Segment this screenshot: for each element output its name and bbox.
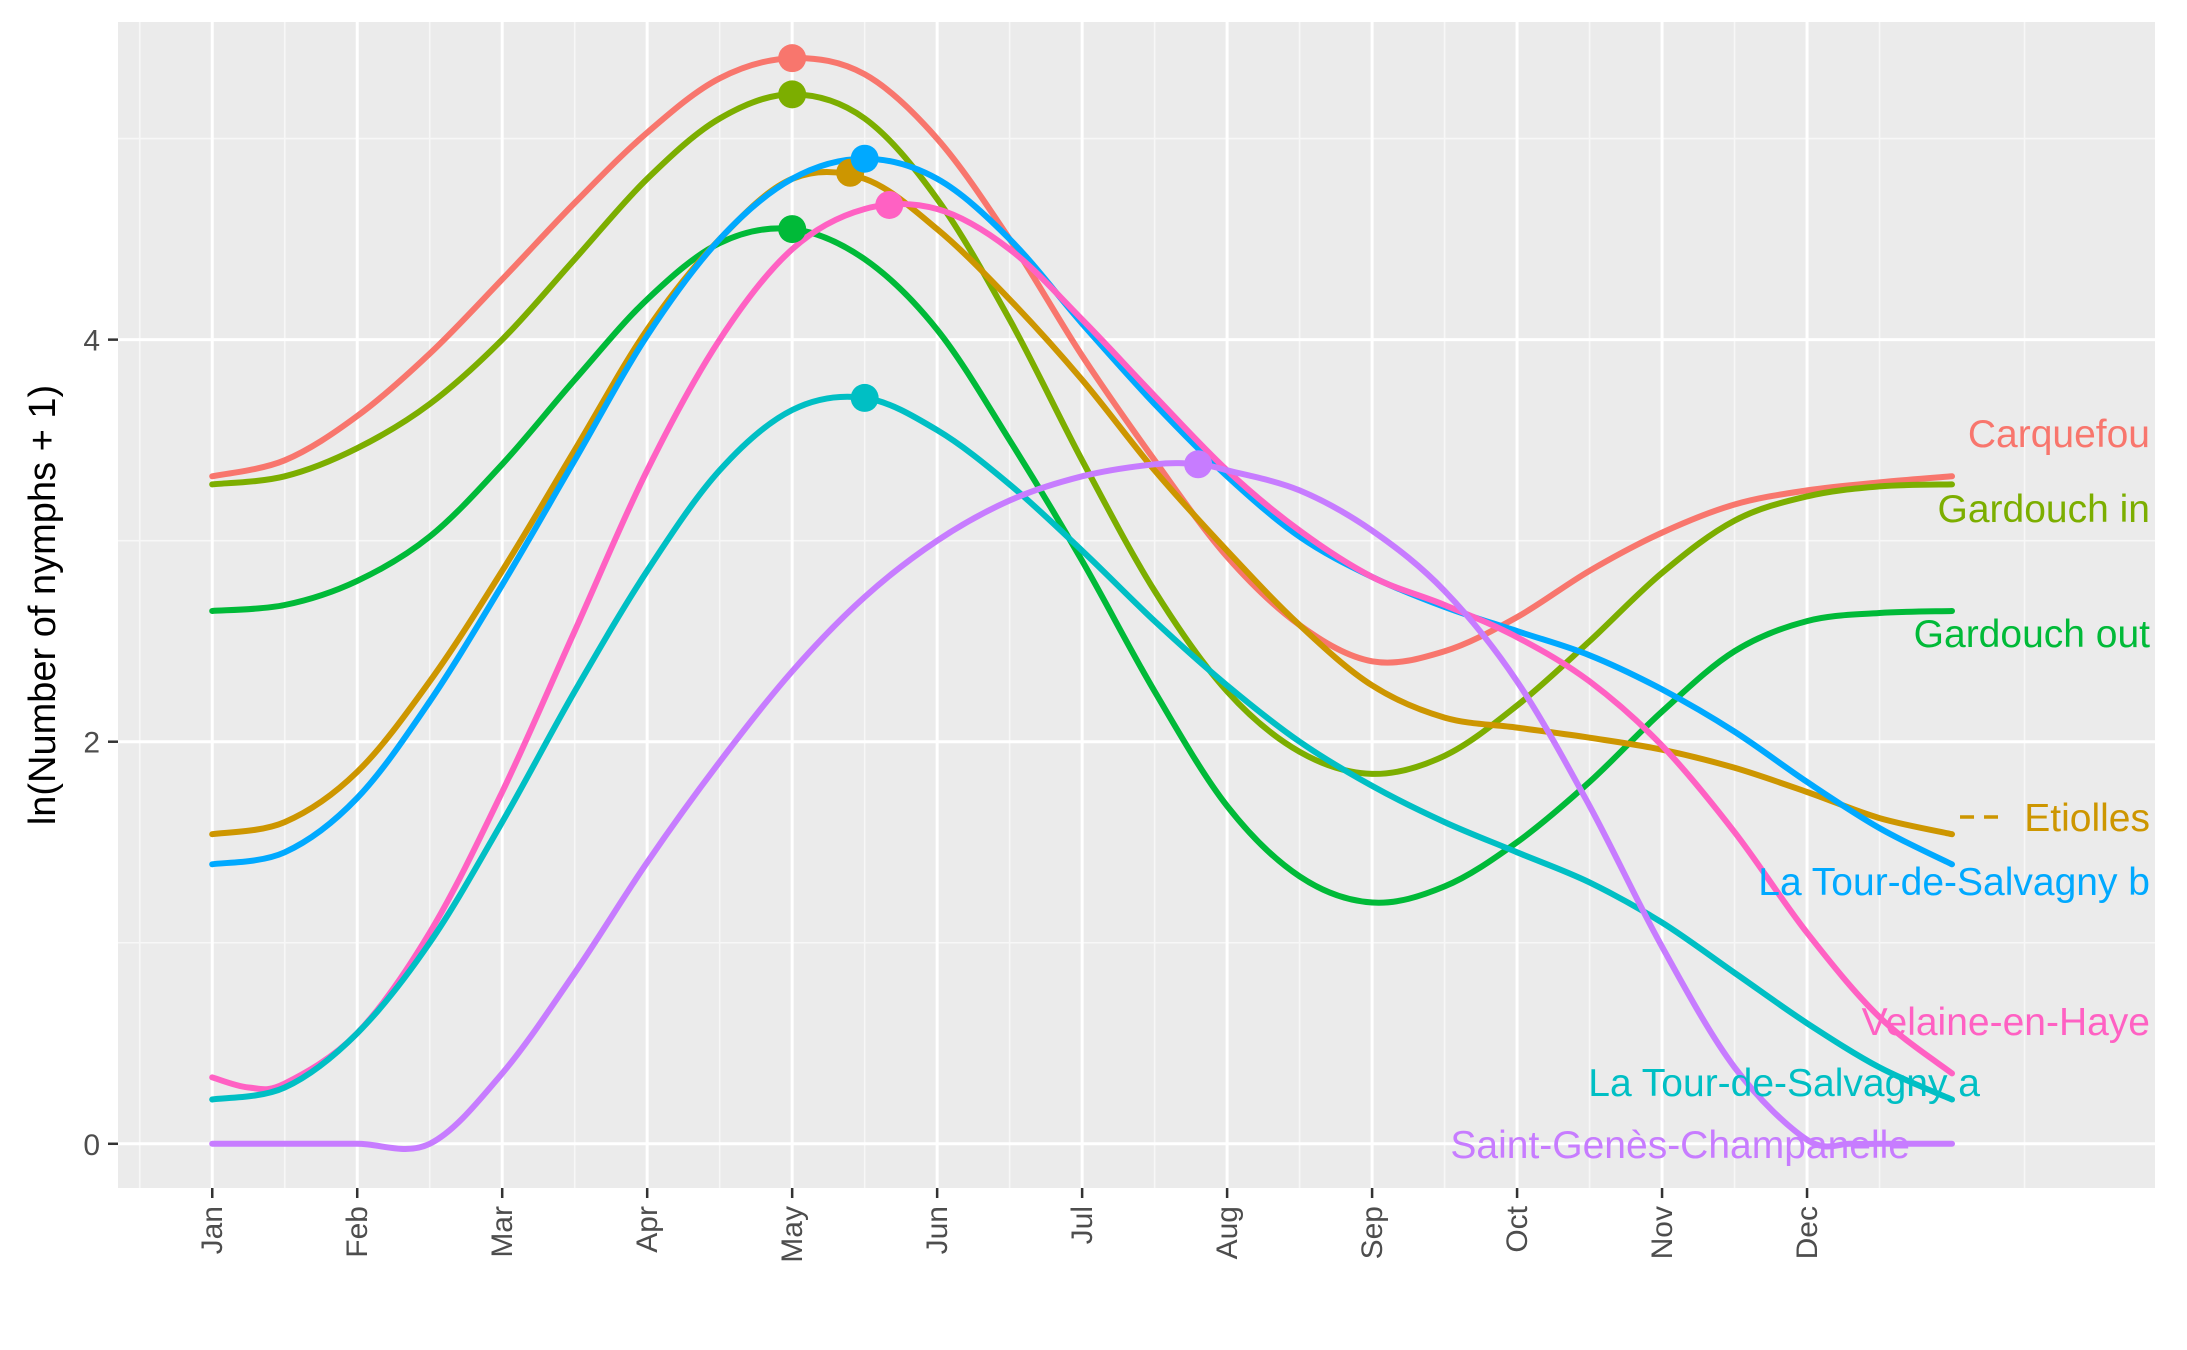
series-line — [209, 55, 1955, 666]
series-lines — [209, 55, 1955, 1152]
peak-points — [778, 44, 1213, 479]
series-label: Carquefou — [1968, 413, 2150, 456]
series-line — [209, 460, 1955, 1152]
y-tick-label: 0 — [83, 1129, 100, 1162]
peak-point — [778, 44, 807, 73]
series-line — [209, 201, 1955, 1093]
x-tick-label: May — [776, 1206, 809, 1263]
x-tick-label: Feb — [341, 1206, 374, 1258]
series-line — [209, 91, 1955, 777]
series-label: La Tour-de-Salvagny a — [1588, 1062, 1980, 1105]
x-tick-label: Jul — [1066, 1206, 1099, 1244]
series-line — [209, 225, 1955, 906]
x-tick-label: Sep — [1356, 1206, 1389, 1259]
axes: Jan Feb Mar Apr May Jun Jul Aug Sep Oct Nov Dec 0 2 4 — [83, 325, 1824, 1263]
series-line — [209, 393, 1955, 1103]
x-tick-label: Oct — [1501, 1205, 1534, 1252]
peak-point — [778, 80, 807, 109]
series-label: Velaine-en-Haye — [1862, 1001, 2150, 1044]
x-tick-label: Jan — [196, 1206, 229, 1254]
peak-point — [778, 215, 807, 244]
x-tick-label: Apr — [631, 1206, 664, 1253]
x-tick-label: Dec — [1791, 1206, 1824, 1259]
x-tick-label: Mar — [486, 1206, 519, 1258]
peak-point — [1184, 450, 1213, 479]
peak-point — [850, 144, 879, 173]
series-label: La Tour-de-Salvagny b — [1758, 861, 2150, 904]
series-label: Saint-Genès-Champanelle — [1450, 1124, 1910, 1167]
series-label: Gardouch out — [1914, 613, 2150, 656]
series-labels: Carquefou Gardouch in Gardouch out Etiolles… — [1450, 413, 2150, 1167]
y-axis-label: ln(Number of nymphs + 1) — [22, 385, 64, 825]
y-tick-label: 2 — [83, 727, 100, 760]
series-label: Etiolles — [2024, 797, 2150, 840]
x-tick-label: Aug — [1211, 1206, 1244, 1259]
x-tick-label: Nov — [1646, 1206, 1679, 1259]
peak-point — [850, 383, 879, 412]
peak-point — [875, 190, 904, 219]
series-label: Gardouch in — [1938, 488, 2150, 531]
gridlines — [118, 22, 2155, 1188]
series-line — [209, 168, 1955, 838]
y-tick-label: 4 — [83, 325, 100, 358]
x-tick-label: Jun — [921, 1206, 954, 1254]
